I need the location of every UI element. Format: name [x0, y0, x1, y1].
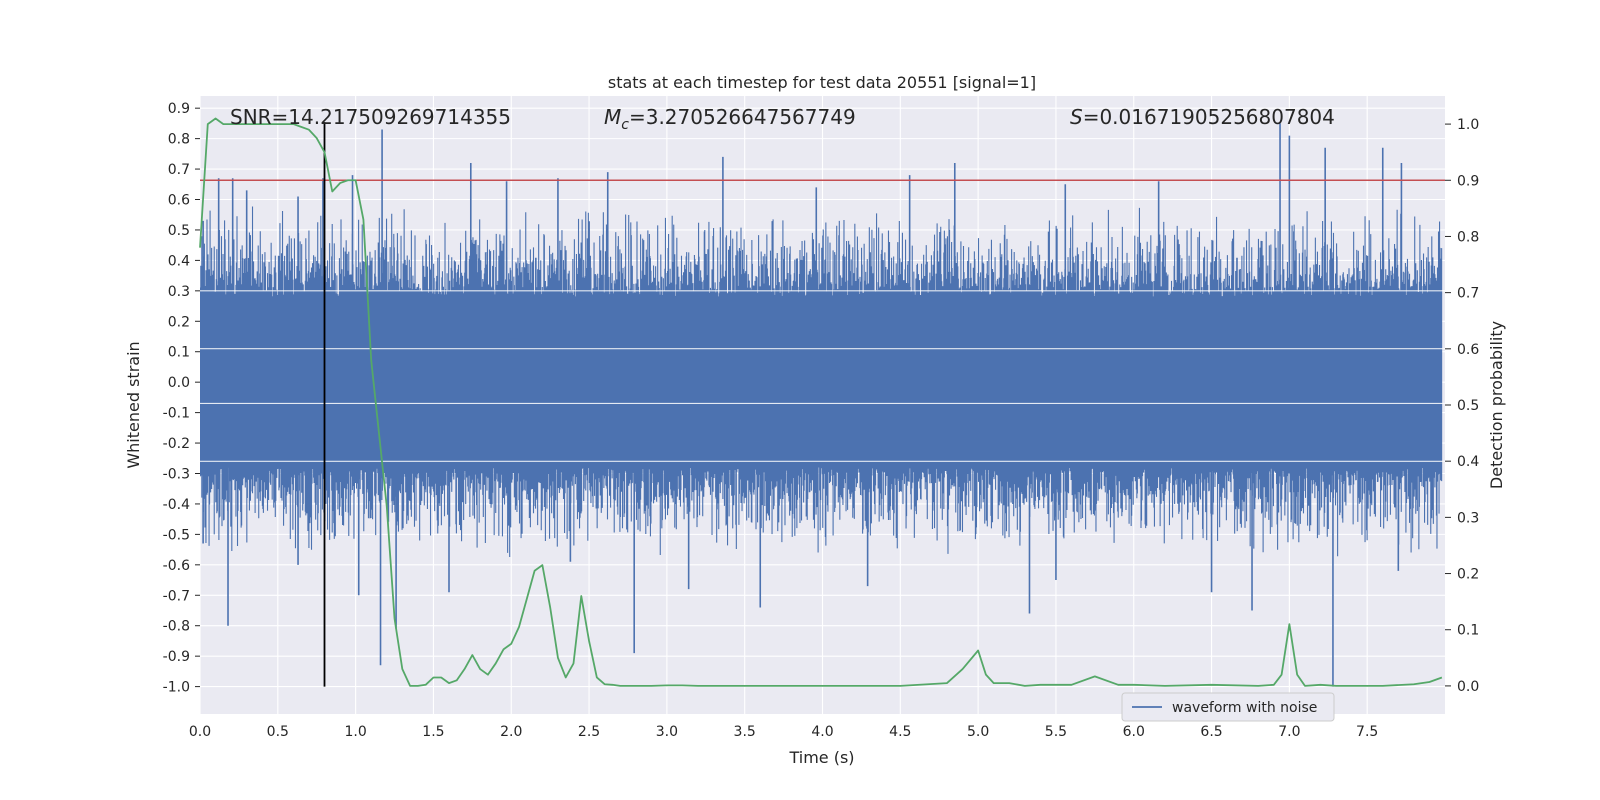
- y-tick-label: -0.7: [163, 588, 190, 604]
- x-tick-label: 0.0: [189, 724, 211, 740]
- y2-axis-label: Detection probability: [1487, 321, 1506, 489]
- y-tick-label: -0.1: [163, 406, 190, 422]
- probability-line: [199, 117, 1443, 687]
- y2-tick-label: 0.8: [1457, 229, 1479, 245]
- x-tick-label: 0.5: [267, 724, 289, 740]
- x-tick-label: 2.0: [500, 724, 522, 740]
- y-tick-label: 0.9: [168, 101, 190, 117]
- probability-series: [199, 117, 1443, 687]
- y2-tick-label: 0.6: [1457, 342, 1479, 358]
- chart-title: stats at each timestep for test data 205…: [608, 73, 1036, 92]
- chirp-mass-symbol: M: [604, 105, 621, 129]
- y-tick-label: -0.6: [163, 558, 190, 574]
- s-annotation: S=0.01671905256807804: [1070, 105, 1335, 129]
- x-tick-label: 6.5: [1200, 724, 1222, 740]
- y-tick-label: -1.0: [163, 680, 190, 696]
- y2-tick-label: 0.7: [1457, 286, 1479, 302]
- x-tick-label: 5.0: [967, 724, 989, 740]
- legend-box: [1121, 692, 1335, 722]
- waveform-series: [200, 123, 1445, 687]
- x-tick-label: 5.5: [1045, 724, 1067, 740]
- snr-annotation: SNR=14.217509269714355: [230, 105, 511, 129]
- x-tick-label: 1.5: [422, 724, 444, 740]
- chirp-mass-annotation: Mc=3.270526647567749: [604, 105, 856, 133]
- y-tick-label: -0.9: [163, 649, 190, 665]
- y2-tick-label: 1.0: [1457, 117, 1479, 133]
- y2-tick-label: 0.5: [1457, 398, 1479, 414]
- y-tick-label: -0.2: [163, 436, 190, 452]
- y-tick-label: 0.3: [168, 284, 190, 300]
- y-axis-ticks: 0.9 0.8 0.7 0.6 0.5 0.4 0.3 0.2 0.1 0.0 -0.1 -0.2 -0…: [163, 101, 200, 696]
- y-tick-label: 0.1: [168, 345, 190, 361]
- legend: waveform with noise: [1121, 692, 1335, 722]
- y2-tick-label: 0.1: [1457, 623, 1479, 639]
- x-tick-label: 7.5: [1356, 724, 1378, 740]
- x-tick-label: 6.0: [1123, 724, 1145, 740]
- y-axis-label: Whitened strain: [124, 341, 143, 468]
- y-tick-label: -0.4: [163, 497, 190, 513]
- y-tick-label: 0.7: [168, 162, 190, 178]
- y-tick-label: 0.8: [168, 132, 190, 148]
- s-symbol: S: [1070, 105, 1083, 129]
- x-tick-label: 7.0: [1278, 724, 1300, 740]
- overlay-lines: [200, 122, 1445, 687]
- x-tick-label: 4.5: [889, 724, 911, 740]
- x-tick-label: 1.0: [344, 724, 366, 740]
- s-value: =0.01671905256807804: [1083, 105, 1335, 129]
- y2-tick-label: 0.3: [1457, 510, 1479, 526]
- y-tick-label: 0.0: [168, 375, 190, 391]
- x-axis-label: Time (s): [788, 748, 854, 767]
- chirp-mass-subscript: c: [621, 117, 629, 133]
- x-axis-ticks: 0.0 0.5 1.0 1.5 2.0 2.5 3.0 3.5 4.0 4.5 5.0 5.5 6.0 6…: [189, 724, 1378, 740]
- x-tick-label: 3.5: [734, 724, 756, 740]
- y-tick-label: -0.3: [163, 466, 190, 482]
- y2-tick-label: 0.4: [1457, 454, 1479, 470]
- chirp-mass-value: =3.270526647567749: [629, 105, 856, 129]
- y-tick-label: -0.5: [163, 527, 190, 543]
- y2-tick-label: 0.2: [1457, 567, 1479, 583]
- x-tick-label: 3.0: [656, 724, 678, 740]
- waveform-noise-band: [200, 206, 1443, 557]
- x-tick-label: 2.5: [578, 724, 600, 740]
- y2-tick-label: 0.9: [1457, 173, 1479, 189]
- legend-label: waveform with noise: [1172, 700, 1317, 716]
- y-tick-label: 0.5: [168, 223, 190, 239]
- y-tick-label: -0.8: [163, 619, 190, 635]
- y-tick-label: 0.2: [168, 314, 190, 330]
- y2-tick-label: 0.0: [1457, 679, 1479, 695]
- y-tick-label: 0.4: [168, 253, 190, 269]
- y2-axis-ticks: 1.0 0.9 0.8 0.7 0.6 0.5 0.4 0.3 0.2 0.1 0.0: [1445, 117, 1479, 695]
- x-tick-label: 4.0: [811, 724, 833, 740]
- y-tick-label: 0.6: [168, 193, 190, 209]
